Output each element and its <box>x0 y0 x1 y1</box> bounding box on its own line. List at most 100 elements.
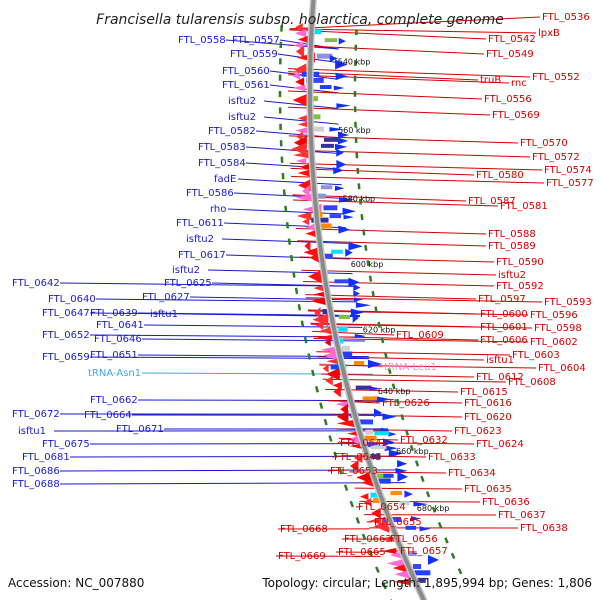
gene-block <box>310 114 321 120</box>
gene-arrow <box>381 547 397 555</box>
gene-block <box>362 396 378 401</box>
left-gene-label: FTL_0662 <box>90 395 138 406</box>
scale-tick <box>328 435 333 442</box>
right-gene-label: FTL_0587 <box>468 196 516 207</box>
left-gene-label: isftu1 <box>18 426 46 437</box>
leader-line <box>308 310 529 316</box>
right-gene-label: FTL_0606 <box>480 335 528 346</box>
backbone-arc <box>308 0 427 600</box>
gene-block <box>338 315 351 320</box>
scale-tick <box>343 484 349 492</box>
gene-block <box>378 478 391 484</box>
left-gene-label: FTL_0639 <box>90 308 138 319</box>
scale-tick <box>361 533 367 541</box>
kbp-label: 540 kbp <box>338 58 371 67</box>
right-gene-label: FTL_0615 <box>460 387 508 398</box>
left-gene-label: FTL_0686 <box>12 466 60 477</box>
scale-tick <box>450 552 456 559</box>
right-gene-label: FTL_0633 <box>428 452 476 463</box>
gene-block <box>364 454 381 460</box>
gene-block <box>390 491 402 496</box>
gene-arrow <box>395 468 408 474</box>
gene-block <box>353 361 365 366</box>
right-gene-label: isftu2 <box>498 270 526 281</box>
scale-tick <box>355 517 361 524</box>
leader-line <box>295 227 487 235</box>
gene-arrow <box>293 84 306 92</box>
leader-line <box>290 162 543 171</box>
gene-arrow <box>335 72 348 80</box>
right-gene-label: FTL_0638 <box>520 523 568 534</box>
gene-block <box>320 185 333 190</box>
leader-line <box>141 338 366 342</box>
gene-block <box>323 137 340 142</box>
gene-arrow <box>348 242 363 251</box>
scale-tick <box>380 337 385 344</box>
left-gene-label: FTL_0641 <box>96 320 144 331</box>
scale-tick <box>384 352 388 359</box>
gene-arrow <box>388 449 404 458</box>
scale-tick <box>282 189 286 196</box>
scale-tick <box>284 205 288 213</box>
gene-arrow <box>384 445 398 452</box>
left-gene-label: FTL_0617 <box>178 250 226 261</box>
left-gene-label: FTL_0647 <box>42 308 90 319</box>
gene-block <box>360 435 377 441</box>
scale-tick <box>300 320 305 327</box>
right-gene-label: truB <box>480 75 501 86</box>
gene-block <box>405 525 417 530</box>
leader-line <box>313 335 479 341</box>
gene-arrow <box>371 507 381 519</box>
right-gene-label: FTL_0632 <box>400 435 448 446</box>
gene-arrow <box>388 431 397 437</box>
gene-arrow <box>333 167 344 175</box>
genome-backbone <box>306 0 428 600</box>
right-gene-label: FTL_0665 <box>338 547 386 558</box>
leader-line <box>237 178 342 186</box>
gene-block <box>318 223 332 229</box>
right-gene-label: FTL_0597 <box>478 294 526 305</box>
gene-block <box>306 77 324 83</box>
kbp-label: 560 kbp <box>338 126 371 135</box>
right-gene-label: FTL_0616 <box>464 398 512 409</box>
gene-block <box>321 253 333 259</box>
right-gene-label: FTL_0549 <box>486 49 534 60</box>
right-gene-label: FTL_0636 <box>482 497 530 508</box>
scale-tick <box>307 353 312 360</box>
scale-tick <box>437 521 443 529</box>
leader-line <box>263 116 339 125</box>
leader-line <box>305 297 543 303</box>
right-gene-label: FTL_0592 <box>496 281 544 292</box>
gene-block <box>320 143 334 148</box>
right-gene-label: FTL_0634 <box>448 468 496 479</box>
gene-arrow <box>302 218 310 226</box>
gene-arrow <box>315 320 324 331</box>
left-gene-label: fadE <box>214 174 236 185</box>
gene-block <box>355 385 372 390</box>
scale-tick <box>338 467 343 475</box>
gene-arrow <box>334 143 348 151</box>
left-gene-label: rho <box>210 204 226 215</box>
gene-arrow <box>394 578 410 586</box>
gene-arrow <box>295 77 305 87</box>
gene-arrow <box>355 302 372 308</box>
right-gene-label: FTL_0654 <box>358 502 406 513</box>
leader-line <box>288 44 485 55</box>
leader-line <box>287 90 483 100</box>
leader-line <box>322 378 507 383</box>
leader-line <box>289 16 541 30</box>
left-gene-label: isftu2 <box>172 265 200 276</box>
left-gene-label: FTL_0675 <box>42 439 90 450</box>
right-gene-label: isftu1 <box>486 355 514 366</box>
gene-arrow <box>310 297 326 305</box>
scale-tick <box>292 271 296 278</box>
scale-tick <box>425 491 431 498</box>
gene-arrow <box>322 364 329 373</box>
map-title: Francisella tularensis subsp. holarctica… <box>96 12 504 28</box>
gene-arrow <box>382 438 395 447</box>
right-gene-label: FTL_0593 <box>544 297 592 308</box>
scale-tick <box>297 304 302 311</box>
gene-block <box>309 96 319 102</box>
left-gene-label: FTL_0584 <box>198 158 246 169</box>
gene-arrow <box>333 385 341 398</box>
